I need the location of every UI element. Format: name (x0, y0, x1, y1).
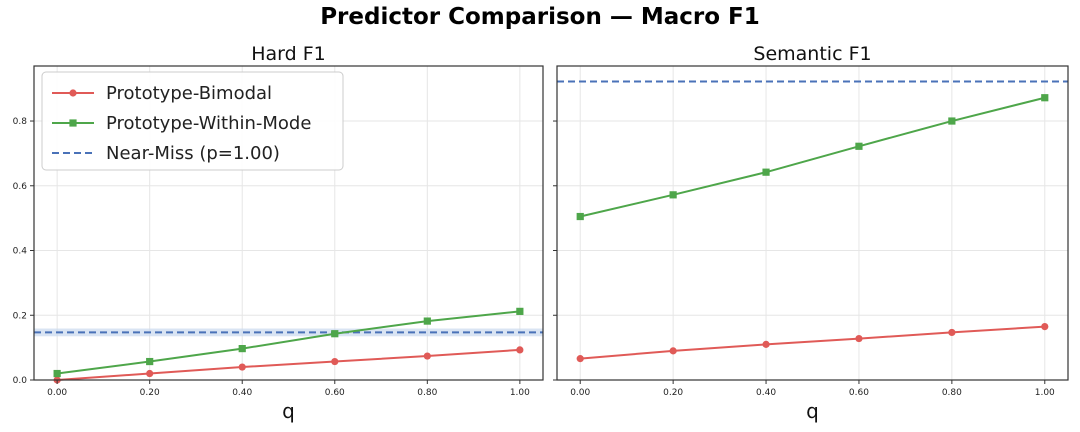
point-bimodal (516, 346, 524, 354)
series-line-bimodal (57, 348, 520, 381)
point-within-mode (762, 168, 770, 176)
point-within-mode (516, 307, 524, 315)
legend: Prototype-Bimodal Prototype-Within-Mode Ne… (41, 71, 344, 171)
y-tick-label: 0.8 (13, 117, 28, 127)
x-tick-label: 0.00 (47, 388, 67, 398)
point-within-mode (53, 369, 61, 378)
y-tick-label: 0.6 (13, 182, 28, 192)
point-within-mode (146, 357, 154, 366)
plot-frame (556, 65, 1069, 381)
x-tick-label: 0.20 (140, 388, 160, 398)
x-tick-label: 0.20 (663, 388, 683, 398)
legend-label: Prototype-Within-Mode (106, 113, 311, 134)
point-bimodal (762, 340, 770, 348)
x-tick-label: 1.00 (510, 388, 530, 398)
point-bimodal (948, 328, 956, 337)
figure-title: Predictor Comparison — Macro F1 (320, 4, 760, 30)
series-line-within-mode (579, 96, 1046, 218)
legend-marker (69, 89, 77, 97)
x-tick-label: 1.00 (1035, 388, 1055, 398)
point-within-mode (669, 191, 677, 199)
x-axis-label: q (806, 399, 819, 423)
x-axis-label: q (282, 399, 295, 423)
point-bimodal (331, 357, 339, 366)
legend-marker (69, 119, 77, 127)
point-bimodal (146, 369, 154, 378)
panel-2: 0.00 0.20 0.40 0.60 0.80 1.00 Semantic F1 q (553, 43, 1069, 423)
point-bimodal (423, 352, 431, 360)
y-tick-label: 0.0 (13, 376, 28, 386)
point-bimodal (669, 347, 677, 355)
panel-title: Semantic F1 (753, 43, 871, 65)
y-tick-label: 0.2 (13, 311, 27, 321)
point-within-mode (423, 317, 431, 325)
point-bimodal (238, 363, 246, 371)
x-tick-label: 0.00 (570, 388, 590, 398)
series-line-within-mode (57, 310, 520, 375)
legend-label: Near-Miss (p=1.00) (106, 143, 280, 164)
point-within-mode (1041, 94, 1049, 102)
legend-label: Prototype-Bimodal (106, 83, 272, 104)
x-tick-label: 0.60 (849, 388, 869, 398)
legend-box (41, 71, 344, 171)
x-tick-label: 0.80 (942, 388, 962, 398)
panel-title: Hard F1 (251, 43, 326, 65)
panel-1: 0.00 0.20 0.40 0.60 0.80 1.00 0.0 0.2 0.4 0.6 0.8 H… (13, 43, 544, 423)
plot-frame (33, 65, 544, 381)
point-bimodal (576, 355, 584, 363)
point-within-mode (238, 345, 246, 353)
series-line-bimodal (580, 325, 1045, 360)
point-within-mode (948, 117, 956, 125)
y-tick-label: 0.4 (13, 247, 28, 257)
x-tick-label: 0.40 (232, 388, 252, 398)
point-within-mode (576, 212, 584, 221)
point-within-mode (855, 142, 863, 150)
x-tick-label: 0.80 (417, 388, 437, 398)
point-bimodal (1041, 322, 1049, 331)
x-tick-label: 0.60 (325, 388, 345, 398)
point-within-mode (331, 330, 339, 338)
x-tick-label: 0.40 (756, 388, 776, 398)
point-bimodal (855, 334, 863, 343)
